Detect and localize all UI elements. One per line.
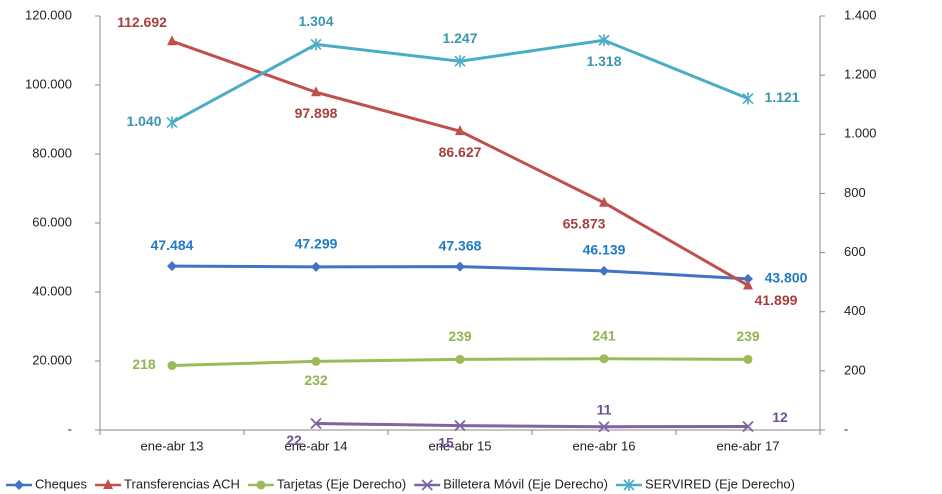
legend-label: Transferencias ACH: [124, 476, 240, 491]
data-label: 86.627: [439, 144, 482, 160]
data-label: 241: [592, 327, 616, 343]
x-tick-label: ene-abr 13: [141, 438, 204, 453]
data-label: 1.304: [298, 13, 333, 29]
y-tick-label: 40.000: [32, 283, 72, 298]
data-point: [599, 196, 609, 207]
data-label: 15: [438, 434, 454, 450]
data-label: 1.247: [442, 30, 477, 46]
data-point: [455, 125, 465, 136]
data-label: 47.299: [295, 236, 338, 252]
data-label: 12: [772, 409, 788, 425]
y2-tick-label: 400: [844, 303, 866, 318]
data-point: [598, 34, 610, 47]
x-tick-label: ene-abr 16: [573, 438, 636, 453]
legend-marker: [623, 479, 635, 491]
y-tick-label: 80.000: [32, 145, 72, 160]
data-point: [598, 421, 610, 433]
data-label: 1.040: [126, 113, 161, 129]
x-tick-label: ene-abr 14: [285, 438, 348, 453]
data-point: [599, 265, 609, 276]
y2-tick-label: 200: [844, 362, 866, 377]
y2-tick-label: 1.200: [844, 67, 877, 82]
data-label: 218: [132, 356, 156, 372]
data-point: [455, 354, 465, 364]
data-label: 11: [597, 401, 612, 417]
data-label: 41.899: [755, 292, 798, 308]
legend-marker: [256, 480, 266, 490]
x-tick-label: ene-abr 17: [717, 438, 780, 453]
data-point: [743, 354, 753, 364]
data-label: 1.121: [764, 89, 799, 105]
legend-label: SERVIRED (Eje Derecho): [645, 476, 795, 491]
data-point: [599, 354, 609, 364]
data-label: 1.318: [586, 53, 621, 69]
data-label: 97.898: [295, 105, 338, 121]
legend-label: Tarjetas (Eje Derecho): [277, 476, 406, 491]
data-label: 232: [304, 372, 328, 388]
data-point: [310, 417, 322, 430]
data-label: 22: [286, 432, 302, 448]
legend-marker: [103, 479, 114, 489]
y2-tick-label: 1.400: [844, 7, 877, 22]
legend-marker: [421, 479, 433, 491]
series-line: [171, 38, 749, 124]
data-point: [166, 116, 178, 129]
y2-tick-label: 1.000: [844, 126, 877, 141]
data-point: [742, 420, 754, 433]
x-tick-label: ene-abr 15: [429, 438, 492, 453]
data-point: [742, 92, 754, 105]
data-label: 47.368: [439, 237, 482, 253]
legend-label: Billetera Móvil (Eje Derecho): [443, 476, 608, 491]
data-label: 43.800: [765, 270, 808, 286]
data-label: 239: [448, 328, 472, 344]
data-label: 112.692: [117, 14, 167, 30]
data-point: [311, 356, 321, 366]
data-point: [743, 273, 753, 284]
data-label: 46.139: [583, 242, 626, 258]
y2-tick-label: 800: [844, 185, 866, 200]
y-tick-label: 60.000: [32, 214, 72, 229]
data-label: 47.484: [151, 237, 194, 253]
legend-marker: [14, 480, 24, 490]
data-label: 239: [736, 328, 760, 344]
data-point: [310, 38, 322, 51]
y-tick-label: 20.000: [32, 352, 72, 367]
y2-tick-label: 600: [844, 244, 866, 259]
y-tick-label: -: [68, 421, 72, 436]
y-tick-label: 120.000: [25, 7, 72, 22]
data-point: [311, 261, 321, 272]
legend-label: Cheques: [35, 476, 88, 491]
data-label: 65.873: [563, 215, 606, 231]
data-point: [454, 55, 466, 68]
data-point: [454, 419, 466, 432]
data-point: [743, 279, 753, 290]
y-tick-label: 100.000: [25, 76, 72, 91]
y2-tick-label: -: [844, 421, 848, 436]
data-point: [167, 261, 177, 272]
series-line: [315, 421, 749, 429]
data-point: [167, 361, 177, 371]
data-point: [311, 86, 321, 97]
data-point: [167, 35, 177, 46]
data-point: [455, 261, 465, 272]
